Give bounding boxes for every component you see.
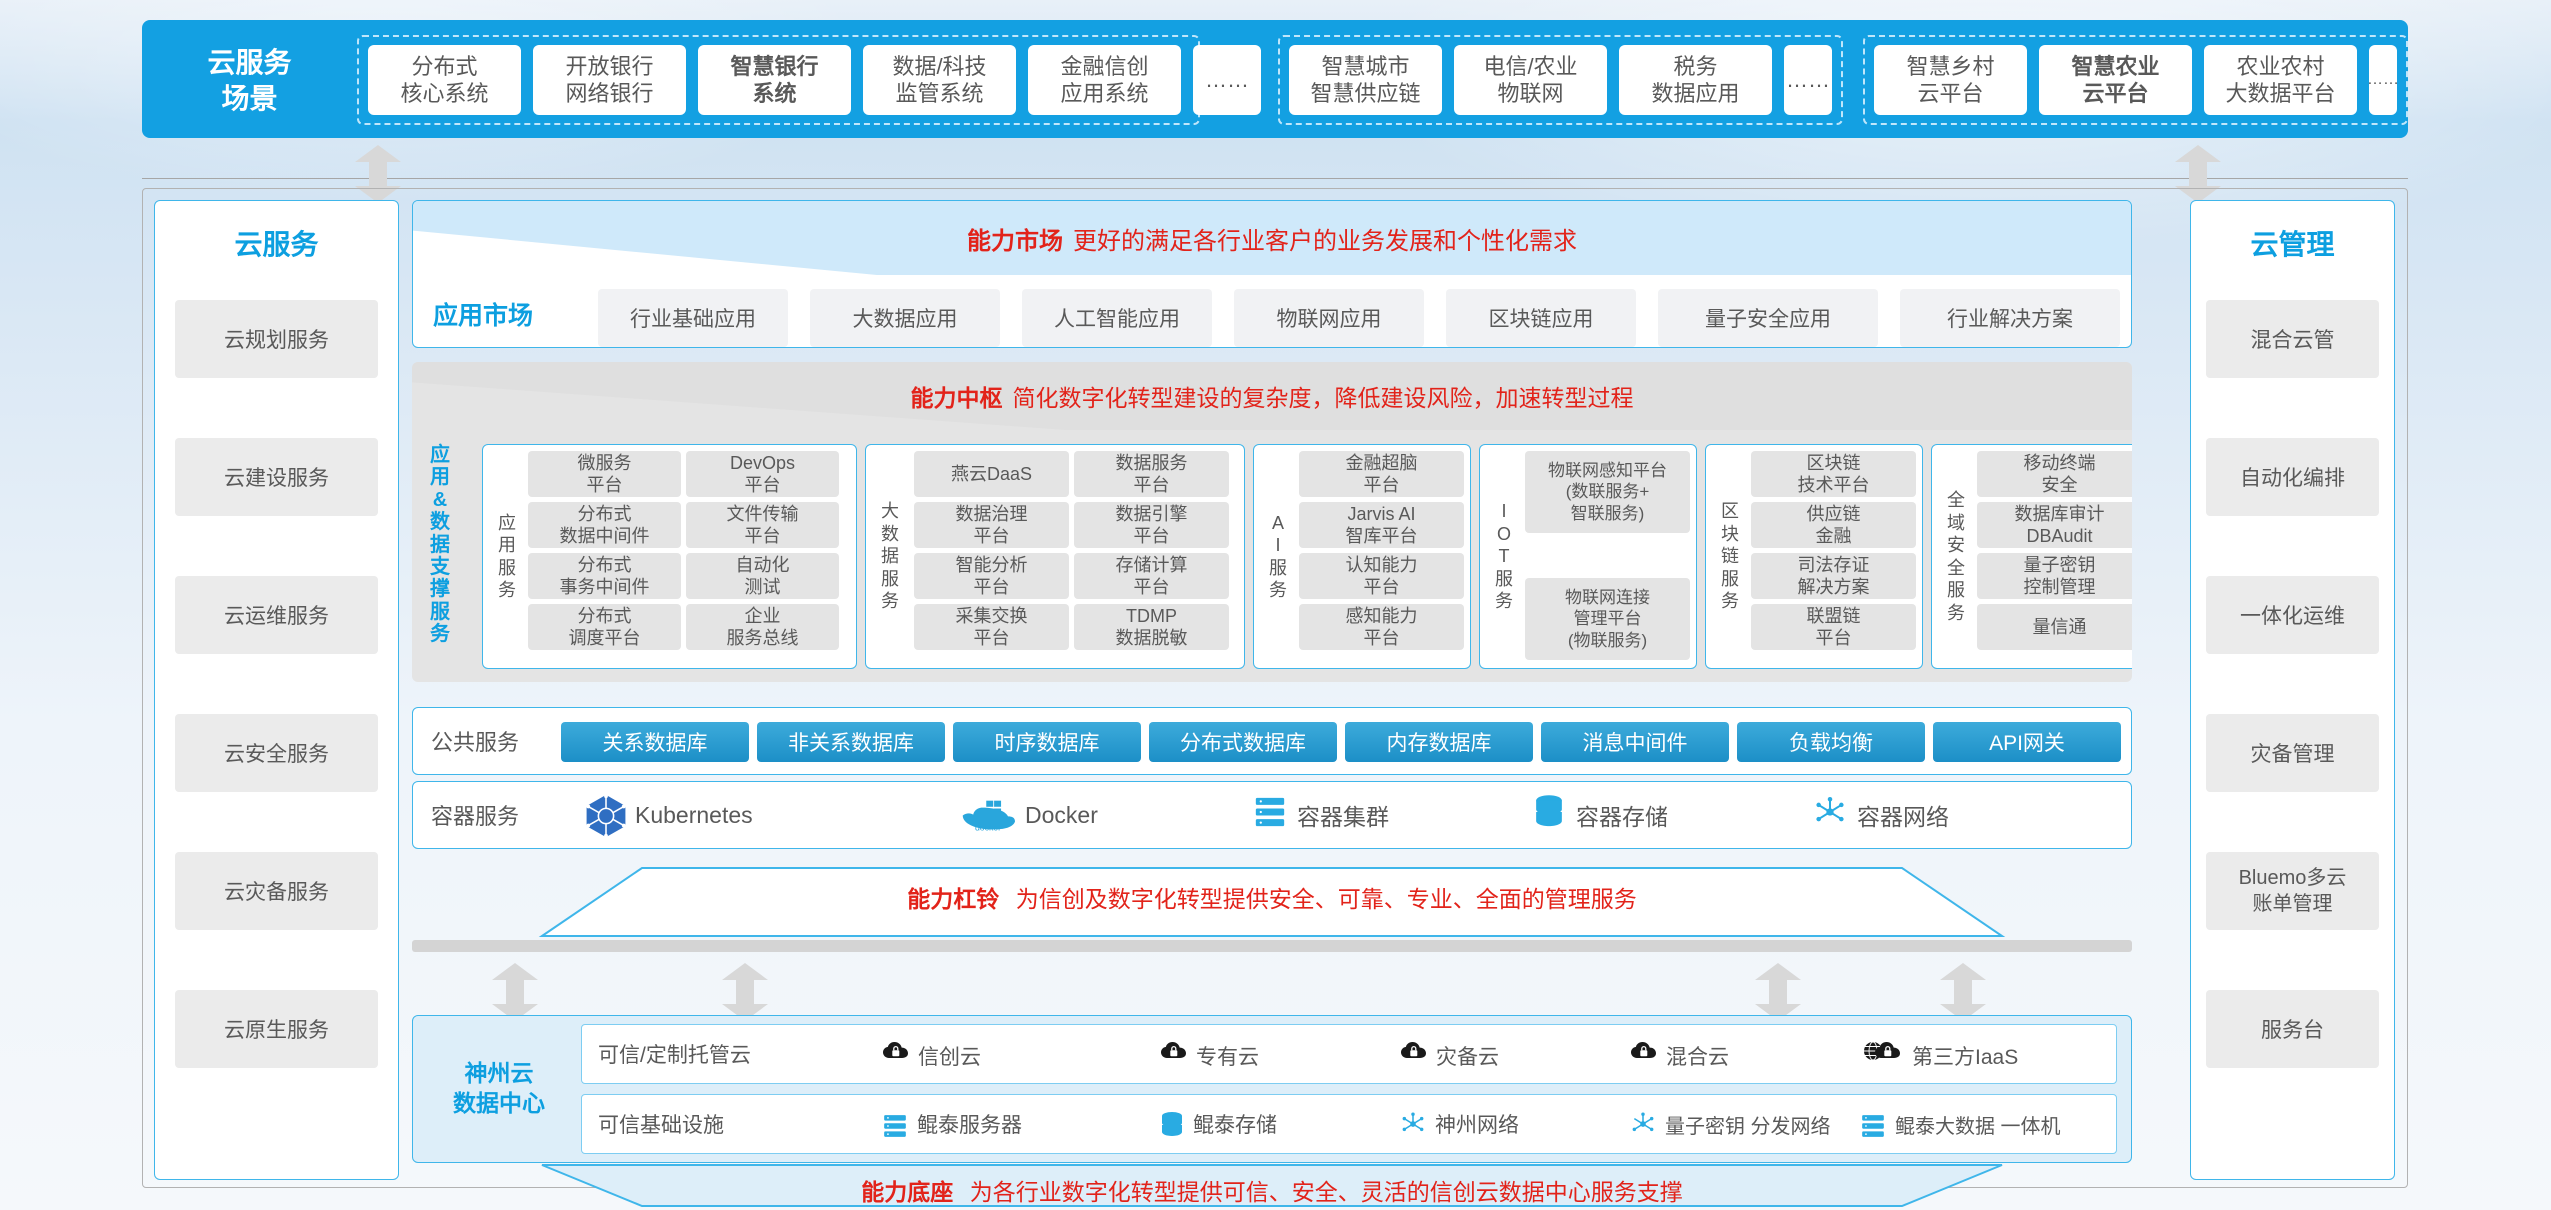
svg-text:docker: docker xyxy=(975,822,1001,832)
